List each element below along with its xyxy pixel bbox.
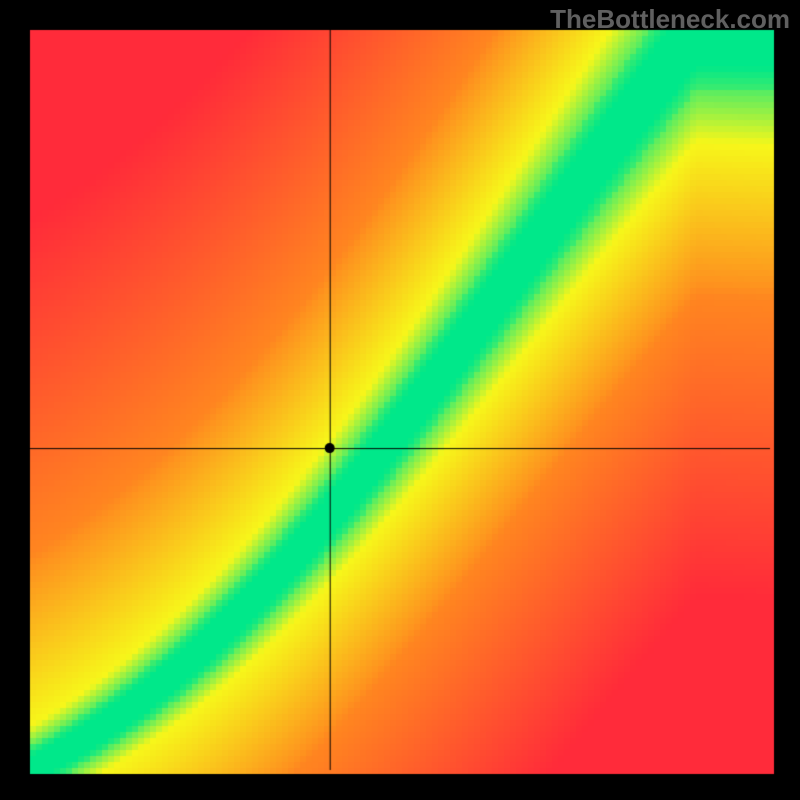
chart-container: TheBottleneck.com bbox=[0, 0, 800, 800]
watermark-text: TheBottleneck.com bbox=[550, 4, 790, 35]
bottleneck-heatmap bbox=[0, 0, 800, 800]
